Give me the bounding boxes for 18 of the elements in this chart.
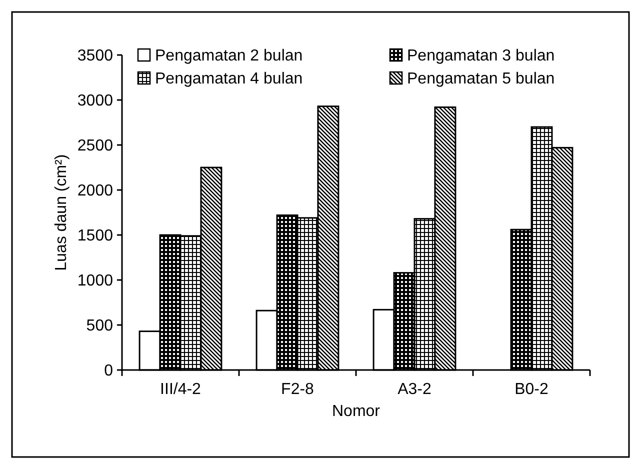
x-axis-title: Nomor: [332, 403, 381, 420]
x-tick-label: A3-2: [398, 381, 432, 398]
y-tick-label: 1000: [77, 272, 114, 290]
y-tick-label: 500: [86, 318, 114, 335]
legend-label: Pengamatan 5 bulan: [407, 70, 555, 88]
y-axis-title: Luas daun (cm²): [53, 154, 70, 271]
x-tick-label: B0-2: [514, 381, 548, 398]
legend-label: Pengamatan 2 bulan: [155, 48, 303, 65]
y-tick-label: 3000: [77, 92, 114, 110]
y-tick-label: 0: [104, 362, 114, 380]
x-tick-label: III/4-2: [160, 381, 202, 398]
y-tick-label: 2000: [77, 182, 114, 200]
y-tick-label: 2500: [77, 138, 114, 155]
legend-label: Pengamatan 3 bulan: [407, 48, 555, 65]
x-tick-label: F2-8: [281, 381, 314, 398]
y-tick-label: 3500: [77, 48, 114, 65]
legend-label: Pengamatan 4 bulan: [155, 70, 303, 88]
y-tick-label: 1500: [77, 228, 114, 245]
